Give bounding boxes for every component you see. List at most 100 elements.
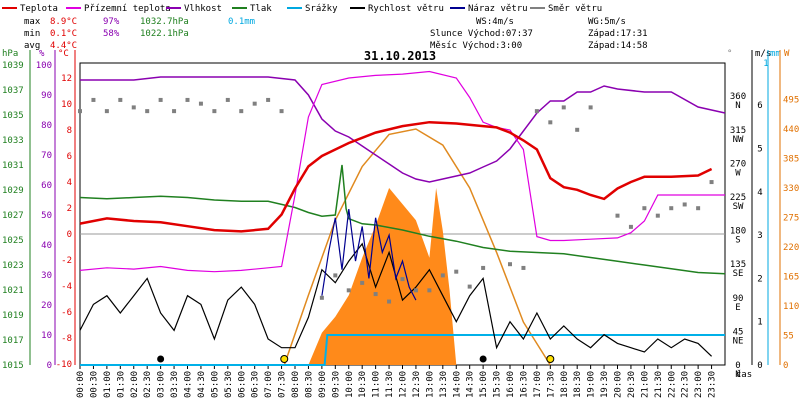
tick-degc: 2 (67, 204, 72, 214)
wind-dir-point (534, 109, 539, 114)
x-tick-label: 11:00 (372, 371, 382, 398)
wind-dir-point (548, 120, 553, 125)
wind-dir-point (642, 206, 647, 211)
tick-hpa: 1027 (2, 211, 24, 221)
wind-gust-line (321, 209, 417, 301)
wind-dir-point (346, 288, 351, 293)
info-moonset: Západ:14:58 (588, 41, 648, 51)
x-tick-label: 10:00 (345, 371, 355, 398)
tick-mm: 1 (763, 59, 768, 69)
wind-dir-point (91, 97, 96, 102)
tick-ms: 4 (757, 188, 762, 198)
info-sunset: Západ:17:31 (588, 29, 648, 39)
wind-dir-point (198, 101, 203, 106)
tick-ms: 5 (757, 145, 762, 155)
tick-wm2: 220 (783, 243, 799, 253)
x-tick-label: 16:00 (506, 371, 516, 398)
x-tick-label: 01:00 (103, 371, 113, 398)
tick-dir-label: NW (733, 135, 744, 145)
tick-pct: 80 (41, 121, 52, 131)
stat-label: min (24, 29, 40, 39)
tick-dir-deg: 270 (730, 159, 746, 169)
x-tick-label: 02:00 (130, 371, 140, 398)
wind-dir-point (628, 224, 633, 229)
legend-label: Směr větru (548, 4, 602, 14)
x-tick-label: 14:00 (452, 371, 462, 398)
axis-title-deg: ° (727, 49, 732, 59)
tick-dir-label: N (735, 101, 740, 111)
wind-dir-point (561, 105, 566, 110)
wind-dir-point (172, 109, 177, 114)
wind-dir-point (400, 277, 405, 282)
tick-degc: -2 (61, 256, 72, 266)
stat-temp: 0.1°C (50, 29, 77, 39)
x-tick-label: 08:30 (304, 371, 314, 398)
x-tick-label: 00:30 (89, 371, 99, 398)
tick-hpa: 1023 (2, 261, 24, 271)
tick-ms: 2 (757, 274, 762, 284)
sunset-marker (546, 355, 555, 363)
tick-degc: 12 (61, 74, 72, 84)
tick-dir-deg: 360 (730, 92, 746, 102)
wind-dir-point (588, 105, 593, 110)
x-tick-label: 23:30 (708, 371, 718, 398)
tick-degc: -4 (61, 282, 72, 292)
tick-ms: 3 (757, 231, 762, 241)
wind-dir-point (709, 180, 714, 185)
x-tick-label: 21:00 (640, 371, 650, 398)
tick-dir-label: N (735, 370, 740, 380)
stat-pressure: 1022.1hPa (140, 29, 189, 39)
wind-dir-point (427, 288, 432, 293)
tick-hpa: 1017 (2, 336, 24, 346)
wind-dir-point (104, 109, 109, 114)
stat-label: max (24, 17, 41, 27)
stat-rain: 0.1mm (228, 17, 255, 27)
tick-pct: 50 (41, 211, 52, 221)
stat-temp: 4.4°C (50, 41, 77, 51)
axis-title-mm: mm (770, 49, 781, 59)
tick-wm2: 0 (783, 361, 788, 371)
wind-dir-point (185, 97, 190, 102)
tick-wm2: 495 (783, 96, 799, 106)
x-tick-label: 01:30 (116, 371, 126, 398)
x-tick-label: 10:30 (358, 371, 368, 398)
x-tick-label: 14:30 (466, 371, 476, 398)
legend-label: Srážky (305, 4, 338, 14)
tick-degc: 8 (67, 126, 72, 136)
x-tick-label: 23:00 (694, 371, 704, 398)
tick-dir-deg: 180 (730, 227, 746, 237)
tick-hpa: 1029 (2, 186, 24, 196)
wind-dir-point (225, 97, 230, 102)
legend-label: Rychlost větru (368, 4, 444, 14)
wind-dir-point (669, 206, 674, 211)
x-tick-label: 02:30 (143, 371, 153, 398)
x-tick-label: 12:30 (412, 371, 422, 398)
tick-pct: 20 (41, 301, 52, 311)
tick-hpa: 1019 (2, 311, 24, 321)
x-tick-label: 09:30 (331, 371, 341, 398)
tick-dir-deg: 315 (730, 126, 746, 136)
x-tick-label: 08:00 (291, 371, 301, 398)
tick-pct: 90 (41, 91, 52, 101)
wind-dir-point (239, 109, 244, 114)
x-tick-label: 16:30 (519, 371, 529, 398)
wind-dir-point (158, 97, 163, 102)
tick-pct: 30 (41, 271, 52, 281)
x-tick-label: 07:00 (264, 371, 274, 398)
x-axis-title: čas (736, 369, 752, 380)
tick-wm2: 165 (783, 273, 799, 283)
tick-dir-label: S (735, 236, 740, 246)
axis-title-hpa: hPa (2, 49, 18, 59)
tick-degc: -10 (56, 360, 72, 370)
x-tick-label: 11:30 (385, 371, 395, 398)
x-tick-label: 20:30 (627, 371, 637, 398)
solar-area (308, 188, 457, 365)
x-tick-label: 13:30 (439, 371, 449, 398)
wind-dir-point (145, 109, 150, 114)
wind-dir-point (333, 273, 338, 278)
tick-pct: 0 (47, 361, 52, 371)
x-tick-label: 07:30 (278, 371, 288, 398)
tick-wm2: 55 (783, 332, 794, 342)
wind-dir-point (360, 280, 365, 285)
legend-label: Vlhkost (184, 4, 222, 14)
